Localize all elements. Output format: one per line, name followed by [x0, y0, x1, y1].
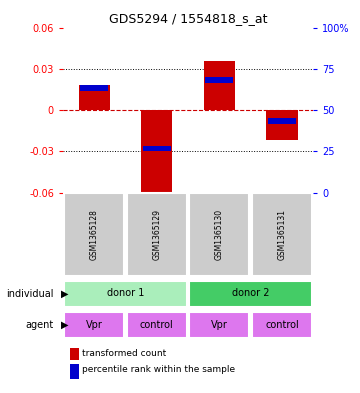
- Text: transformed count: transformed count: [82, 349, 166, 358]
- Text: ▶: ▶: [60, 289, 68, 299]
- Text: individual: individual: [6, 289, 54, 299]
- Text: GSM1365128: GSM1365128: [90, 209, 99, 260]
- Bar: [64, 193, 124, 276]
- Bar: [127, 193, 187, 276]
- Bar: [78, 85, 110, 110]
- Bar: [189, 193, 249, 276]
- Text: control: control: [140, 320, 174, 330]
- Text: GSM1365130: GSM1365130: [215, 209, 224, 261]
- Bar: [64, 312, 124, 338]
- Text: agent: agent: [26, 320, 54, 330]
- Title: GDS5294 / 1554818_s_at: GDS5294 / 1554818_s_at: [109, 12, 267, 25]
- Bar: [143, 146, 171, 151]
- Bar: [189, 281, 312, 307]
- Bar: [80, 85, 108, 91]
- Bar: [252, 312, 312, 338]
- Text: Vpr: Vpr: [86, 320, 103, 330]
- Bar: [205, 77, 233, 83]
- Text: percentile rank within the sample: percentile rank within the sample: [82, 365, 235, 374]
- Text: donor 2: donor 2: [232, 288, 269, 298]
- Text: donor 1: donor 1: [107, 288, 144, 298]
- Bar: [64, 281, 187, 307]
- Bar: [266, 110, 298, 140]
- Text: GSM1365131: GSM1365131: [278, 209, 287, 260]
- Bar: [127, 312, 187, 338]
- Bar: [252, 193, 312, 276]
- Text: GSM1365129: GSM1365129: [152, 209, 161, 260]
- Text: Vpr: Vpr: [211, 320, 228, 330]
- Bar: [204, 61, 235, 110]
- Bar: [189, 312, 249, 338]
- Bar: [141, 110, 172, 196]
- Text: control: control: [265, 320, 299, 330]
- Bar: [268, 118, 296, 124]
- Text: ▶: ▶: [60, 320, 68, 330]
